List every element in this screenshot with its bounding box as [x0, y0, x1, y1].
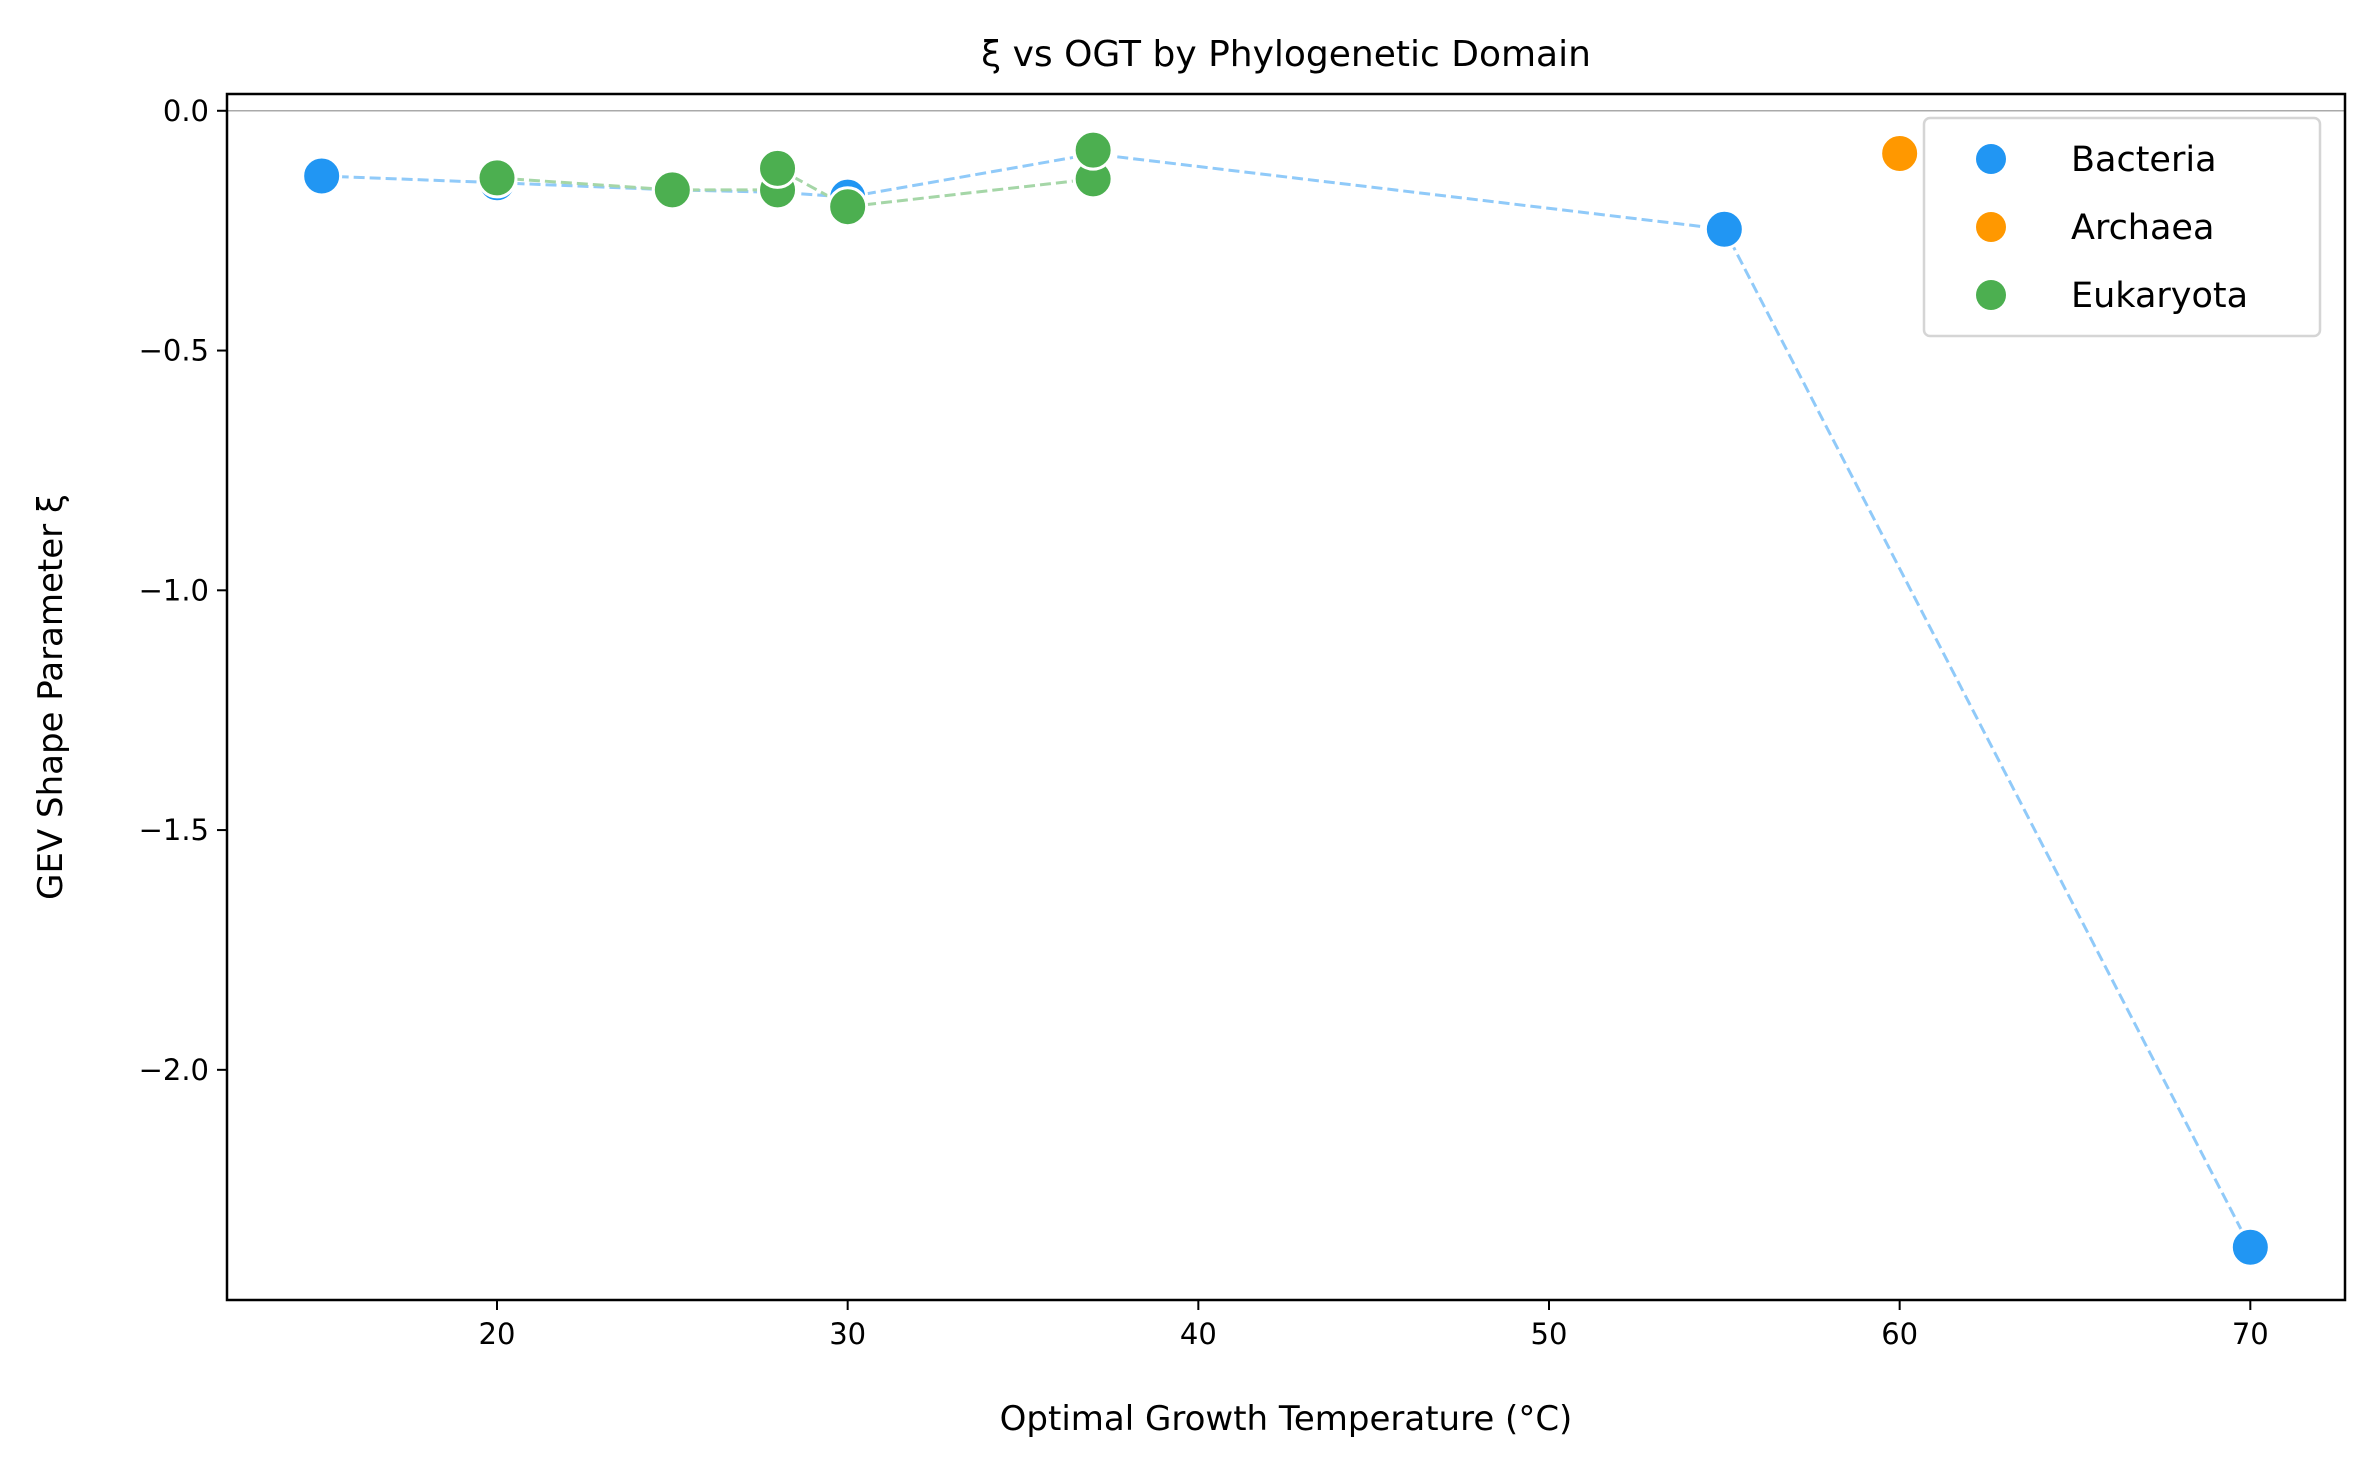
axes-frame — [225, 92, 2347, 1302]
x-tick-label: 50 — [1531, 1317, 1568, 1351]
x-tick-label: 30 — [829, 1317, 866, 1351]
data-point-eukaryota — [1072, 129, 1114, 171]
x-tick-label: 20 — [479, 1317, 516, 1351]
legend-box — [1922, 116, 2322, 338]
legend-marker-archaea — [1976, 212, 2006, 242]
data-point-bacteria — [1703, 208, 1745, 250]
data-point-eukaryota — [651, 169, 693, 211]
data-point-bacteria — [301, 155, 343, 197]
y-axis-label: GEV Shape Parameter ξ — [31, 494, 71, 900]
legend: Bacteria Archaea Eukaryota — [1922, 116, 2322, 338]
data-point-eukaryota — [757, 147, 799, 189]
chart-title: ξ vs OGT by Phylogenetic Domain — [981, 34, 1591, 75]
legend-label-archaea: Archaea — [2071, 208, 2214, 248]
x-axis-label: Optimal Growth Temperature (°C) — [1000, 1399, 1573, 1439]
legend-marker-bacteria — [1976, 144, 2006, 174]
y-tick-label: −1.0 — [139, 573, 209, 607]
y-tick-label: 0.0 — [163, 94, 209, 128]
x-tick-label: 70 — [2232, 1317, 2269, 1351]
x-tick-label: 60 — [1881, 1317, 1918, 1351]
data-point-archaea — [1879, 132, 1921, 174]
legend-label-eukaryota: Eukaryota — [2071, 276, 2248, 316]
data-point-eukaryota — [827, 186, 869, 228]
y-tick-label: −1.5 — [139, 813, 209, 847]
data-point-bacteria — [2229, 1226, 2271, 1268]
x-tick-label: 40 — [1180, 1317, 1217, 1351]
y-tick-label: −2.0 — [139, 1053, 209, 1087]
series-line-bacteria — [321, 152, 2252, 1248]
data-point-eukaryota — [476, 157, 518, 199]
y-tick-label: −0.5 — [139, 334, 209, 368]
legend-marker-eukaryota — [1976, 280, 2006, 310]
legend-label-bacteria: Bacteria — [2071, 140, 2217, 180]
